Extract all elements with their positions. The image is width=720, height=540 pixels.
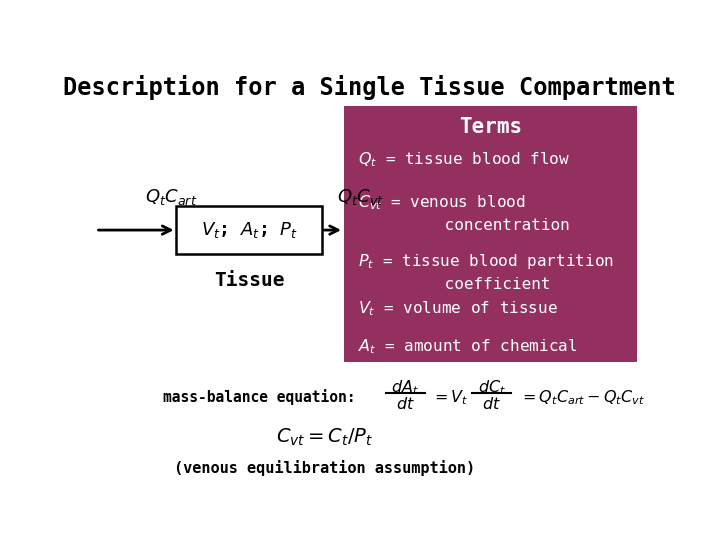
Text: $= Q_tC_{art} - Q_tC_{vt}$: $= Q_tC_{art} - Q_tC_{vt}$ (518, 388, 644, 407)
Text: Terms: Terms (459, 117, 522, 137)
Text: (venous equilibration assumption): (venous equilibration assumption) (174, 460, 475, 476)
Text: $A_t$ = amount of chemical
         in tissue: $A_t$ = amount of chemical in tissue (358, 337, 577, 377)
Bar (344, 106, 636, 362)
Text: $Q_t$ = tissue blood flow: $Q_t$ = tissue blood flow (358, 150, 570, 168)
Text: mass-balance equation:: mass-balance equation: (163, 389, 364, 406)
Text: $V_t$; $A_t$; $P_t$: $V_t$; $A_t$; $P_t$ (200, 220, 297, 240)
Text: Description for a Single Tissue Compartment: Description for a Single Tissue Compartm… (63, 75, 675, 100)
Text: $dC_t$: $dC_t$ (478, 379, 505, 397)
Text: Tissue: Tissue (214, 271, 284, 289)
Text: $dt$: $dt$ (396, 396, 415, 412)
Text: $dA_t$: $dA_t$ (392, 379, 419, 397)
Text: $C_{vt}$ = venous blood
         concentration: $C_{vt}$ = venous blood concentration (358, 194, 570, 233)
Text: $Q_tC_{art}$: $Q_tC_{art}$ (145, 187, 197, 207)
Text: $dt$: $dt$ (482, 396, 501, 412)
Text: $C_{vt} = C_t/P_t$: $C_{vt} = C_t/P_t$ (276, 427, 373, 448)
Text: $P_t$ = tissue blood partition
         coefficient: $P_t$ = tissue blood partition coefficie… (358, 252, 613, 292)
Bar (176, 206, 322, 254)
Text: $Q_tC_{vt}$: $Q_tC_{vt}$ (337, 187, 384, 207)
Text: $= V_t$: $= V_t$ (431, 388, 469, 407)
Text: $V_t$ = volume of tissue: $V_t$ = volume of tissue (358, 300, 558, 319)
